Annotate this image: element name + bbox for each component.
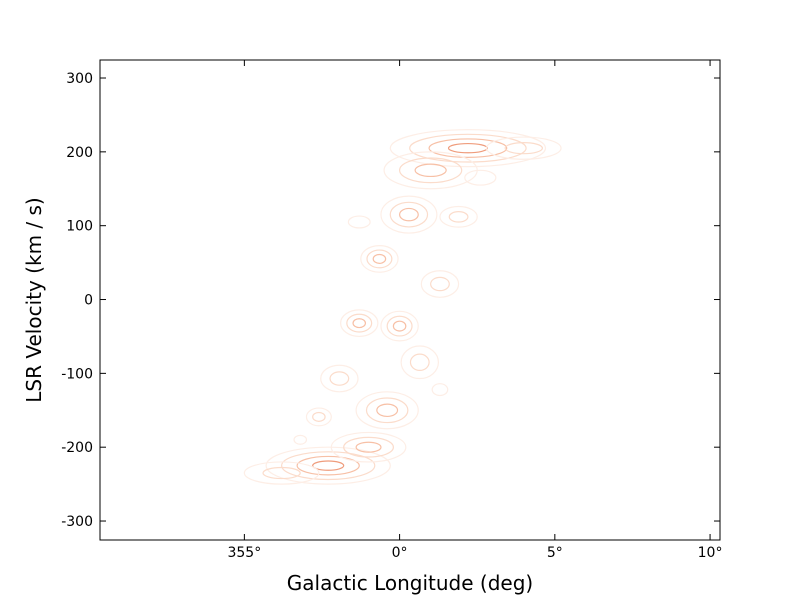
- y-axis-label: LSR Velocity (km / s): [22, 197, 46, 402]
- contour-line: [372, 253, 387, 264]
- y-tick-label: -300: [61, 514, 93, 530]
- contour-line: [389, 129, 547, 168]
- contour-line: [414, 163, 447, 178]
- contour-line: [265, 446, 391, 485]
- contour-line: [428, 138, 508, 158]
- contour-line: [376, 403, 399, 418]
- contour-line: [243, 461, 320, 485]
- contour-line: [431, 383, 449, 397]
- contour-line: [347, 215, 371, 229]
- contour-line: [312, 460, 345, 471]
- contour-line: [380, 195, 438, 234]
- contour-line: [420, 270, 460, 298]
- contour-line: [409, 353, 430, 372]
- y-tick-label: 100: [66, 219, 93, 235]
- y-tick-label: 200: [66, 145, 93, 161]
- contour-line: [464, 169, 497, 186]
- contour-line: [365, 397, 409, 424]
- y-tick-label: -100: [61, 366, 93, 382]
- contour-line: [366, 249, 393, 269]
- contour-line: [320, 364, 359, 393]
- contour-line: [281, 451, 376, 481]
- contour-line: [346, 313, 373, 333]
- contour-line: [293, 434, 308, 445]
- x-tick-label: 10°: [698, 545, 723, 561]
- y-tick-label: 300: [66, 71, 93, 87]
- x-tick-label: 0°: [392, 545, 408, 561]
- contour-line: [296, 455, 360, 476]
- contour-line: [392, 320, 407, 332]
- contour-line: [355, 391, 419, 430]
- contour-line: [389, 201, 429, 228]
- contour-line: [398, 157, 463, 184]
- contour-line: [485, 136, 562, 160]
- contour-line: [262, 466, 301, 480]
- contour-line: [386, 315, 413, 337]
- x-tick-label: 355°: [227, 545, 261, 561]
- contour-line: [430, 276, 450, 292]
- plot-frame: [99, 59, 721, 541]
- x-tick-label: 5°: [547, 545, 563, 561]
- contour-line: [409, 133, 527, 163]
- contour-line: [380, 310, 419, 342]
- contour-line: [383, 151, 478, 190]
- contour-line: [360, 245, 399, 273]
- contour-line: [400, 345, 440, 380]
- x-axis-label: Galactic Longitude (deg): [287, 571, 533, 595]
- contour-line: [439, 205, 478, 228]
- contour-line: [352, 318, 367, 329]
- y-tick-label: 0: [84, 293, 93, 309]
- contour-line: [504, 142, 544, 155]
- contour-line: [355, 441, 382, 453]
- contour-line: [448, 211, 469, 223]
- contour-line: [329, 371, 350, 386]
- contour-line: [340, 309, 379, 338]
- contour-line: [398, 207, 419, 222]
- y-tick-label: -200: [61, 440, 93, 456]
- contour-line: [343, 436, 394, 458]
- contour-line: [447, 142, 488, 154]
- contour-line: [312, 411, 326, 422]
- contour-line: [305, 407, 332, 427]
- contour-line: [330, 431, 407, 463]
